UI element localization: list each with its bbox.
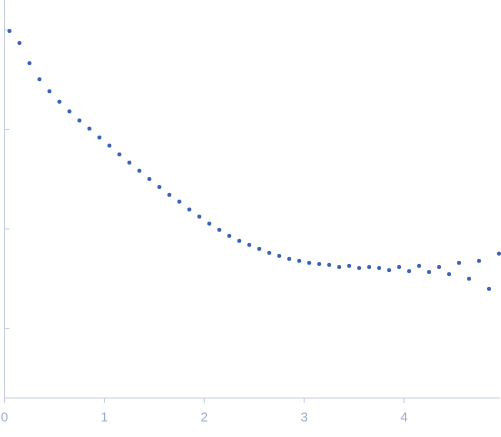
data-point: [417, 263, 422, 268]
data-point: [107, 143, 112, 148]
data-point: [487, 286, 492, 291]
data-point: [497, 251, 501, 256]
data-point: [177, 199, 182, 204]
data-point: [437, 264, 442, 269]
data-point: [307, 260, 312, 265]
x-tick-label: 2: [201, 409, 208, 424]
data-point: [47, 89, 52, 94]
data-point: [457, 260, 462, 265]
data-point: [17, 41, 22, 46]
data-point: [277, 253, 282, 258]
data-point: [237, 238, 242, 243]
data-point: [187, 207, 192, 212]
data-point: [167, 192, 172, 197]
data-point: [227, 233, 232, 238]
data-point: [117, 152, 122, 157]
data-point: [147, 176, 152, 181]
data-point: [347, 263, 352, 268]
data-point: [87, 126, 92, 131]
data-point: [257, 246, 262, 251]
data-point: [157, 185, 162, 190]
data-point: [77, 118, 82, 123]
data-point: [337, 264, 342, 269]
data-point: [467, 276, 472, 281]
data-point: [137, 168, 142, 173]
data-point: [37, 77, 42, 82]
x-tick-label: 3: [301, 409, 308, 424]
data-point: [207, 221, 212, 226]
data-point: [57, 99, 62, 104]
data-point: [7, 28, 12, 33]
data-point: [447, 272, 452, 277]
data-point: [247, 242, 252, 247]
data-point: [477, 258, 482, 263]
data-point: [367, 264, 372, 269]
data-point: [267, 250, 272, 255]
data-point: [407, 269, 412, 274]
x-tick-label: 0: [1, 409, 8, 424]
data-point: [27, 61, 32, 66]
data-point: [427, 270, 432, 275]
x-tick-label: 4: [400, 409, 407, 424]
data-point: [317, 261, 322, 266]
data-point: [197, 214, 202, 219]
data-point: [297, 258, 302, 263]
data-point: [287, 256, 292, 261]
data-point: [377, 266, 382, 271]
data-point: [217, 227, 222, 232]
data-point: [397, 264, 402, 269]
data-point: [327, 262, 332, 267]
data-point: [97, 135, 102, 140]
data-point: [387, 268, 392, 273]
x-tick-label: 1: [101, 409, 108, 424]
data-point: [67, 109, 72, 114]
data-point: [127, 160, 132, 165]
data-point: [357, 266, 362, 271]
